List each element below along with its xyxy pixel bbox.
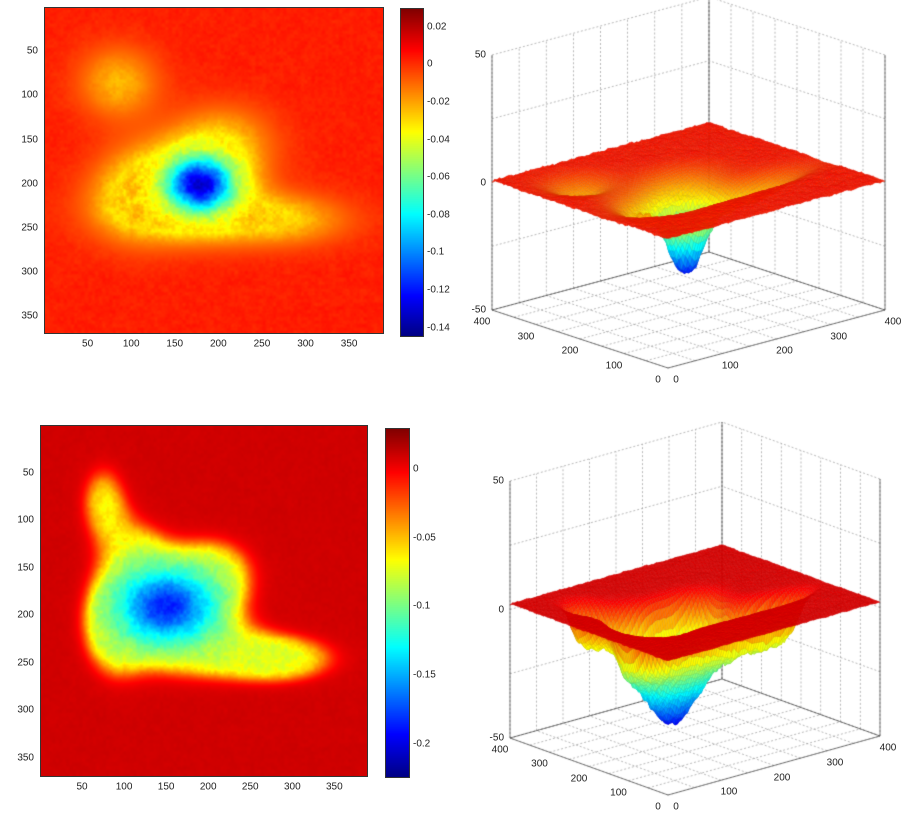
heatmap-x-tick-label: 50 [82,338,94,350]
heatmap-y-tick-label: 100 [21,89,38,101]
surface-x-tick-label: 300 [826,757,844,769]
surface-x-tick-label: 100 [721,360,739,371]
heatmap-x-tick-label: 200 [210,338,227,350]
surface-plot-top [450,0,902,400]
surface-z-tick-label: -50 [489,732,504,744]
heatmap-y-tick-label: 200 [17,609,34,621]
heatmap-y-tick-label: 250 [21,222,38,234]
heatmap-x-tick-label: 150 [166,338,184,350]
colorbar-tick-label: -0.1 [413,600,431,612]
surface-y-tick-label: 400 [491,744,509,756]
heatmap-x-tick-label: 250 [253,338,271,350]
heatmap-top [44,7,384,334]
colorbar-tick-label: 0 [413,463,419,475]
heatmap-y-tick-label: 350 [21,310,38,322]
surface-y-tick-label: 0 [655,801,661,813]
colorbar-tick-label: -0.14 [427,322,450,334]
heatmap-y-tick-label: 150 [17,562,34,574]
heatmap-bottom [40,425,368,777]
surface-x-tick-label: 400 [884,316,902,328]
heatmap-x-tick-label: 100 [122,338,140,350]
surface-x-tick-label: 0 [673,801,679,813]
heatmap-x-tick-label: 250 [241,781,259,793]
heatmap-x-tick-label: 350 [340,338,358,350]
surface-x-tick-label: 0 [673,374,679,386]
surface-y-tick-label: 100 [605,360,623,371]
heatmap-x-tick-label: 350 [326,781,343,793]
surface-y-tick-label: 300 [517,331,535,342]
heatmap-x-tick-label: 150 [157,781,175,793]
heatmap-y-tick-label: 300 [21,266,38,278]
heatmap-x-tick-label: 100 [115,781,133,793]
surface-z-tick-label: -50 [471,304,486,316]
surface-z-tick-label: 0 [480,177,486,188]
heatmap-y-tick-label: 250 [17,657,34,669]
colorbar-bottom [385,428,410,778]
surface-y-tick-label: 100 [610,787,627,799]
colorbar-tick-label: -0.02 [427,96,450,108]
surface-z-tick-label: 50 [474,49,486,61]
heatmap-x-tick-label: 300 [297,338,314,350]
surface-x-tick-label: 200 [773,772,791,783]
colorbar-tick-label: 0 [427,58,433,70]
surface-y-tick-label: 400 [473,316,491,328]
colorbar-tick-label: -0.12 [427,284,450,296]
colorbar-tick-label: -0.05 [413,532,436,544]
surface-y-tick-label: 300 [531,758,548,770]
heatmap-y-tick-label: 300 [17,704,34,716]
heatmap-y-tick-label: 50 [22,467,34,479]
surface-y-tick-label: 200 [561,345,579,357]
heatmap-y-tick-label: 150 [21,134,38,146]
colorbar-tick-label: -0.08 [427,209,450,221]
surface-y-tick-label: 200 [570,773,588,784]
heatmap-x-tick-label: 200 [199,781,217,793]
heatmap-y-tick-label: 200 [21,178,38,190]
surface-y-tick-label: 0 [655,374,661,386]
colorbar-tick-label: 0.02 [427,21,447,33]
colorbar-tick-label: -0.2 [413,738,431,750]
heatmap-y-tick-label: 50 [26,45,38,57]
surface-x-tick-label: 100 [720,786,738,798]
surface-z-tick-label: 50 [492,475,504,487]
surface-x-tick-label: 400 [879,742,897,754]
heatmap-y-tick-label: 350 [17,752,34,764]
colorbar-top [400,8,424,337]
surface-x-tick-label: 300 [830,331,848,342]
colorbar-tick-label: -0.04 [427,134,450,146]
colorbar-tick-label: -0.15 [413,669,436,681]
surface-z-tick-label: 0 [498,604,504,615]
heatmap-y-tick-label: 100 [17,514,34,526]
surface-plot-bottom [450,405,902,810]
heatmap-x-tick-label: 50 [76,781,88,793]
colorbar-tick-label: -0.06 [427,171,450,183]
heatmap-x-tick-label: 300 [283,781,301,793]
surface-x-tick-label: 200 [776,345,793,357]
colorbar-tick-label: -0.1 [427,246,445,258]
